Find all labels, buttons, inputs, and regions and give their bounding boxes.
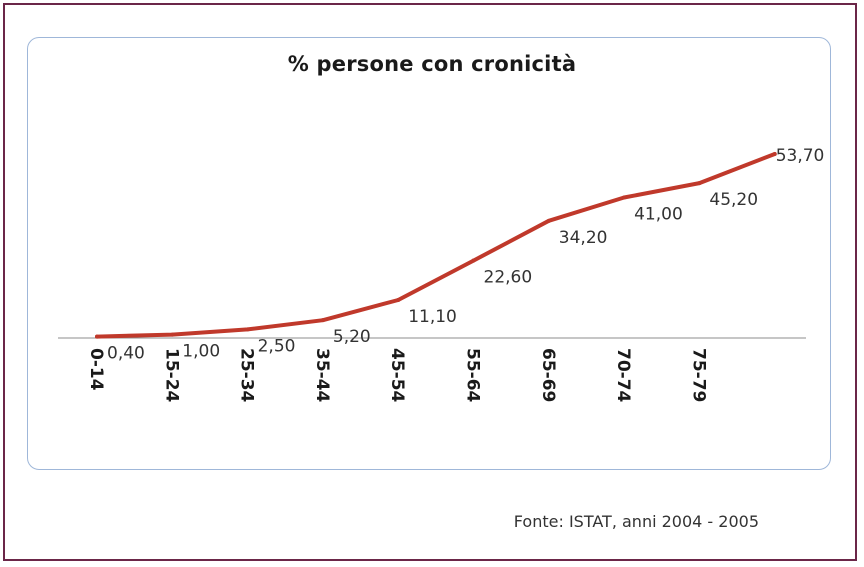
data-point bbox=[772, 152, 777, 156]
x-tick-label: 15-24 bbox=[161, 348, 181, 403]
data-point bbox=[396, 297, 401, 302]
data-point bbox=[245, 327, 250, 332]
data-label: 1,00 bbox=[182, 342, 220, 362]
data-label: 5,20 bbox=[333, 327, 371, 347]
x-tick-label: 45-54 bbox=[387, 348, 407, 403]
data-label: 34,20 bbox=[559, 228, 608, 248]
data-label: 22,60 bbox=[484, 268, 533, 288]
x-tick-label: 0-14 bbox=[86, 348, 106, 391]
data-label: 2,50 bbox=[258, 336, 296, 356]
series-line bbox=[95, 152, 777, 339]
data-point bbox=[170, 332, 175, 337]
x-tick-label: 55-64 bbox=[463, 348, 483, 403]
x-tick-label: 65-69 bbox=[538, 348, 558, 402]
x-tick-label: 70-74 bbox=[613, 348, 633, 403]
data-label: 53,70 bbox=[776, 146, 825, 166]
data-label: 11,10 bbox=[408, 307, 457, 327]
x-tick-label: 75-79 bbox=[688, 348, 708, 402]
chart-container bbox=[27, 37, 831, 470]
x-tick-label: 35-44 bbox=[312, 348, 332, 403]
data-point bbox=[95, 334, 99, 339]
x-tick-label: 25-34 bbox=[237, 348, 257, 403]
data-point bbox=[697, 181, 702, 186]
data-label: 45,20 bbox=[709, 190, 758, 210]
source-note: Fonte: ISTAT, anni 2004 - 2005 bbox=[513, 512, 759, 531]
data-point bbox=[320, 318, 325, 323]
data-label: 41,00 bbox=[634, 205, 683, 225]
chart-title: % persone con cronicità bbox=[287, 52, 577, 76]
data-point bbox=[471, 258, 476, 263]
data-label: 0,40 bbox=[107, 344, 145, 364]
data-point bbox=[622, 195, 627, 200]
data-point bbox=[546, 218, 551, 223]
